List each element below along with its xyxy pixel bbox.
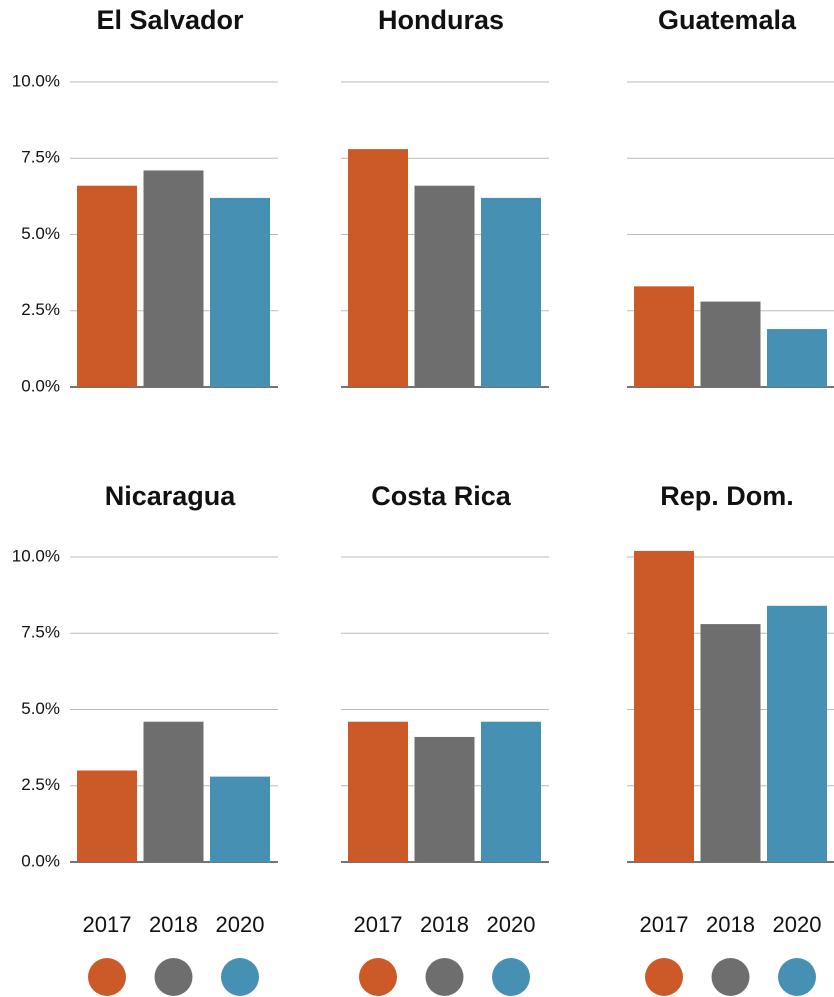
bar	[77, 770, 137, 862]
bar	[634, 550, 694, 862]
panel-title: Nicaragua	[105, 481, 237, 511]
bar	[414, 185, 475, 387]
bar	[481, 197, 541, 387]
x-tick-label: 2017	[83, 912, 132, 937]
x-tick-label: 2020	[773, 912, 822, 937]
x-tick-label: 2018	[149, 912, 198, 937]
x-tick-label: 2017	[354, 912, 403, 937]
bar	[143, 170, 204, 387]
bar	[348, 721, 408, 862]
legend-swatch	[88, 958, 126, 996]
legend-swatch	[154, 958, 193, 996]
bar	[210, 776, 270, 862]
panel-title: Honduras	[378, 5, 504, 35]
panel-title: El Salvador	[96, 5, 244, 35]
bar	[700, 301, 761, 387]
y-tick-label: 7.5%	[21, 148, 60, 167]
bar	[210, 197, 270, 387]
bar	[143, 721, 204, 862]
panel-title: Guatemala	[658, 5, 797, 35]
y-tick-label: 5.0%	[21, 699, 60, 718]
x-tick-label: 2020	[487, 912, 536, 937]
y-tick-label: 2.5%	[21, 775, 60, 794]
y-tick-label: 10.0%	[12, 546, 60, 565]
bar	[414, 736, 475, 862]
y-tick-label: 0.0%	[21, 376, 60, 395]
legend-swatch	[221, 958, 259, 996]
legend-swatch	[711, 958, 750, 996]
legend-swatch	[425, 958, 464, 996]
bar	[348, 149, 408, 387]
x-tick-label: 2018	[706, 912, 755, 937]
y-tick-label: 2.5%	[21, 300, 60, 319]
bar	[634, 286, 694, 387]
legend-swatch	[492, 958, 530, 996]
y-tick-label: 10.0%	[12, 71, 60, 90]
bar	[700, 624, 761, 862]
x-tick-label: 2017	[640, 912, 689, 937]
y-tick-label: 5.0%	[21, 224, 60, 243]
panel-title: Rep. Dom.	[660, 481, 794, 511]
bar	[481, 721, 541, 862]
legend-swatch	[645, 958, 683, 996]
y-tick-label: 0.0%	[21, 851, 60, 870]
legend-swatch	[359, 958, 397, 996]
x-tick-label: 2020	[216, 912, 265, 937]
legend-swatch	[778, 958, 816, 996]
bar	[767, 605, 827, 862]
bar	[767, 329, 827, 387]
x-tick-label: 2018	[420, 912, 469, 937]
y-tick-label: 7.5%	[21, 623, 60, 642]
panel-title: Costa Rica	[371, 481, 512, 511]
bar	[77, 185, 137, 387]
